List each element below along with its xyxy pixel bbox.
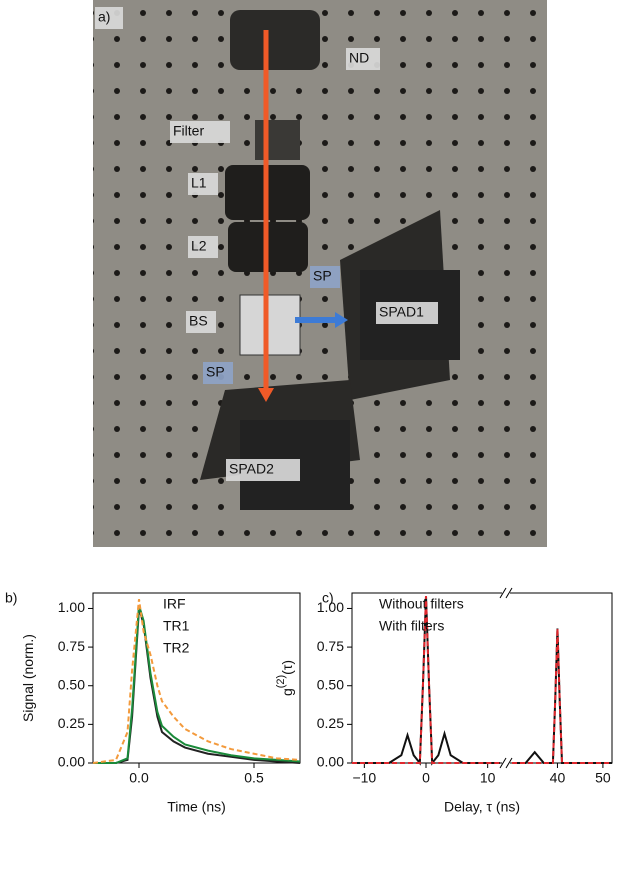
series-line [352,596,500,764]
photo-label: SPAD1 [379,304,424,320]
y-axis-label: Signal (norm.) [20,634,36,722]
photo-label: SP [206,364,225,380]
x-tick-label: 0.0 [129,770,149,786]
photo-label: L2 [191,238,207,254]
y-tick-label: 0.00 [317,754,344,770]
label-box [188,236,218,258]
panel-label: b) [5,590,17,606]
plot-frame [92,592,301,764]
label-box [226,459,300,481]
y-tick-label: 0.75 [58,638,85,654]
label-box [186,311,216,333]
label-box [346,48,380,70]
filter-mount [255,120,300,160]
photo-label: SP [313,268,332,284]
legend-entry: IRF [163,596,186,612]
arrow [335,312,348,328]
y-tick-label: 1.00 [58,599,85,615]
x-tick-label: 10 [480,770,496,786]
break-mark [505,587,513,599]
y-label-suffix: (τ) [279,660,295,675]
label-box [376,302,438,324]
series-line [92,599,301,764]
beamsplitter [239,294,301,356]
arrow [258,388,274,402]
y-tick-label: 0.25 [317,715,344,731]
photo-label: L1 [191,175,207,191]
axis-break [502,589,510,597]
legend-entry: TR2 [163,640,190,656]
photo-label: Filter [173,123,204,139]
mount [230,10,320,70]
y-axis-label: g(2)(τ) [275,660,295,696]
photo-label: a) [98,9,110,25]
photo-label: BS [189,313,208,329]
y-label: g [279,688,295,696]
label-box [188,173,218,195]
break-mark [499,587,507,599]
y-label-sup: (2) [275,675,287,688]
break-mark [505,757,513,769]
y-tick-label: 0.75 [317,638,344,654]
legend-entry: Without filters [379,596,464,612]
photo-label: SPAD2 [229,461,274,477]
panel-label: c) [322,590,334,606]
legend-entry: With filters [379,618,444,634]
x-tick-label: 40 [550,770,566,786]
y-tick-label: 0.25 [58,715,85,731]
x-tick-label: −10 [352,770,376,786]
y-label: Signal (norm.) [20,634,36,722]
y-tick-label: 0.00 [58,754,85,770]
label-box [310,266,340,288]
x-axis-label: Time (ns) [167,799,226,815]
photo-label: ND [349,50,369,66]
x-tick-label: 50 [595,770,611,786]
y-tick-label: 0.50 [58,676,85,692]
axis-break [502,759,510,767]
label-box [203,362,233,384]
series-line [93,605,301,764]
series-line [512,628,612,764]
x-tick-label: 0 [422,770,430,786]
label-box [95,7,123,29]
y-tick-label: 1.00 [317,599,344,615]
x-tick-label: 0.5 [244,770,264,786]
label-box [170,121,230,143]
x-axis-label: Delay, τ (ns) [444,799,520,815]
y-tick-label: 0.50 [317,676,344,692]
break-mark [499,757,507,769]
legend-entry: TR1 [163,618,190,634]
